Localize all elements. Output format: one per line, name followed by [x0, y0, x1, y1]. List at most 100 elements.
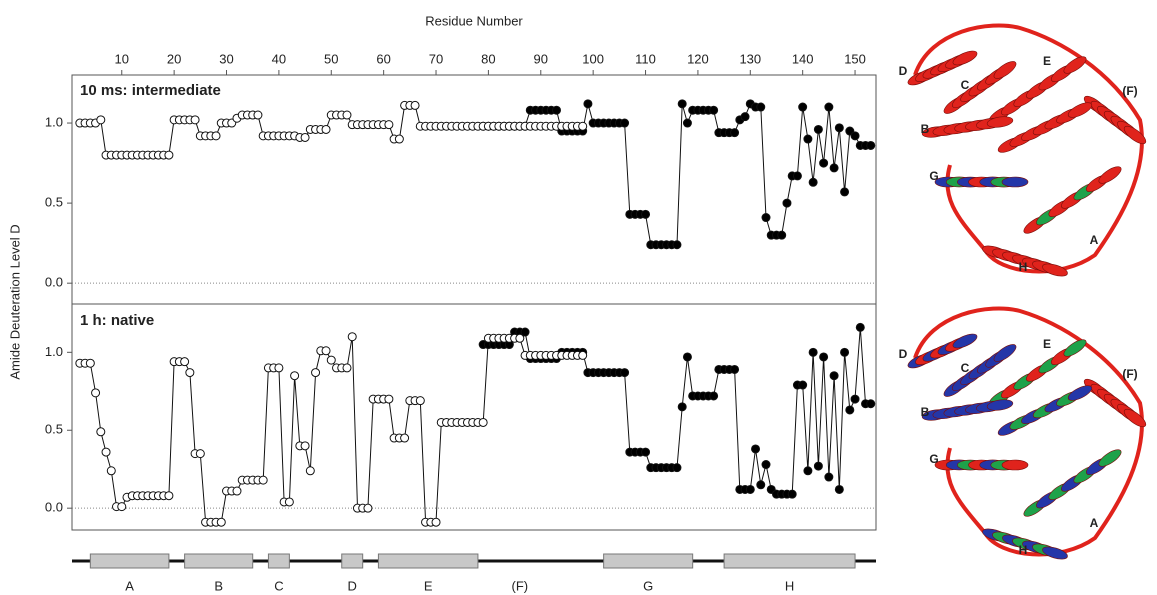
structure-label: B [921, 122, 930, 136]
structure-label: D [899, 64, 908, 78]
helix-ribbon [1098, 166, 1122, 184]
filled-marker [740, 112, 750, 122]
structure-label: A [1090, 233, 1099, 247]
open-marker [284, 497, 294, 507]
x-tick-label: 140 [792, 51, 814, 66]
plot-frame [71, 74, 877, 531]
filled-marker [850, 131, 860, 141]
filled-marker [672, 240, 682, 250]
open-marker [253, 110, 263, 120]
open-marker [96, 427, 106, 437]
helix-ribbon [1123, 408, 1147, 428]
y-tick-label: 0.5 [45, 422, 63, 437]
helix-ribbon [1001, 459, 1029, 471]
open-marker [300, 441, 310, 451]
open-marker [384, 394, 394, 404]
helix-ribbon [952, 333, 978, 349]
x-tick-label: 20 [167, 51, 181, 66]
helix-ribbon [1063, 56, 1087, 74]
filled-marker [777, 230, 787, 240]
x-tick-label: 10 [115, 51, 129, 66]
open-marker [185, 368, 195, 378]
filled-marker [730, 364, 740, 374]
open-marker [258, 475, 268, 485]
open-marker [190, 115, 200, 125]
filled-marker [672, 463, 682, 473]
filled-marker [709, 391, 719, 401]
open-marker [164, 491, 174, 501]
filled-marker [677, 402, 687, 412]
open-marker [195, 449, 205, 459]
open-marker [578, 350, 588, 360]
helix-bar [723, 553, 856, 569]
filled-marker [730, 128, 740, 138]
open-marker [400, 433, 410, 443]
filled-marker [583, 99, 593, 109]
open-marker [410, 100, 420, 110]
open-marker [96, 115, 106, 125]
helix-ribbon [1001, 176, 1029, 188]
helix-label: B [214, 578, 223, 593]
structure-label: C [961, 78, 970, 92]
structure-label: C [961, 361, 970, 375]
open-marker [515, 333, 525, 343]
helix-ribbon [1067, 385, 1093, 401]
helix-bar [603, 553, 694, 569]
open-marker [91, 388, 101, 398]
filled-marker [620, 118, 630, 128]
x-tick-label: 130 [739, 51, 761, 66]
open-marker [342, 363, 352, 373]
x-tick-label: 70 [429, 51, 443, 66]
helix-ribbon [1123, 125, 1147, 145]
filled-marker [829, 163, 839, 173]
filled-marker [520, 327, 530, 337]
x-tick-label: 120 [687, 51, 709, 66]
helix-ribbon [986, 399, 1014, 411]
y-axis-label: Amide Deuteration Level D [7, 224, 22, 379]
helix-label: A [125, 578, 134, 593]
helix-ribbon [986, 116, 1014, 128]
open-marker [106, 466, 116, 476]
panel-title: 1 h: native [80, 312, 154, 329]
filled-marker [813, 124, 823, 134]
structure-label: A [1090, 516, 1099, 530]
panel-title: 10 ms: intermediate [80, 82, 221, 99]
open-marker [311, 368, 321, 378]
filled-marker [824, 102, 834, 112]
filled-marker [866, 399, 876, 409]
filled-marker [834, 123, 844, 133]
helix-bar [89, 553, 170, 569]
x-tick-label: 150 [844, 51, 866, 66]
filled-marker [641, 209, 651, 219]
filled-marker [682, 118, 692, 128]
filled-marker [551, 105, 561, 115]
filled-marker [866, 140, 876, 150]
filled-marker [803, 466, 813, 476]
open-marker [578, 121, 588, 131]
y-tick-label: 0.5 [45, 195, 63, 210]
filled-marker [761, 213, 771, 223]
y-tick-label: 1.0 [45, 344, 63, 359]
filled-marker [798, 380, 808, 390]
open-marker [164, 150, 174, 160]
filled-marker [855, 322, 865, 332]
open-marker [321, 346, 331, 356]
y-tick-label: 0.0 [45, 275, 63, 290]
x-tick-label: 90 [534, 51, 548, 66]
filled-marker [813, 461, 823, 471]
open-marker [394, 134, 404, 144]
open-marker [274, 363, 284, 373]
structure-label: (F) [1122, 367, 1137, 381]
open-marker [326, 355, 336, 365]
helix-ribbon [952, 50, 978, 66]
open-marker [290, 371, 300, 381]
filled-marker [819, 158, 829, 168]
x-axis-label: Residue Number [425, 13, 523, 28]
structure-label: (F) [1122, 84, 1137, 98]
x-tick-label: 80 [481, 51, 495, 66]
open-marker [415, 396, 425, 406]
y-tick-label: 0.0 [45, 500, 63, 515]
filled-marker [782, 198, 792, 208]
open-marker [342, 110, 352, 120]
